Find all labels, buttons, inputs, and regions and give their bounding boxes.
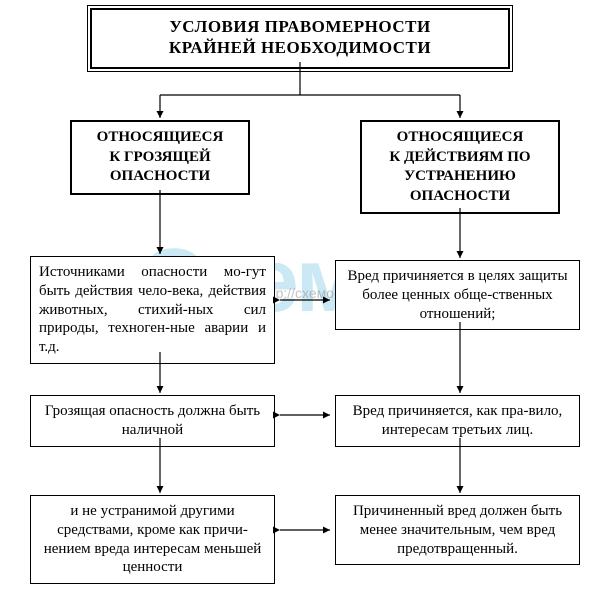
category-left: ОТНОСЯЩИЕСЯ К ГРОЗЯЩЕЙ ОПАСНОСТИ xyxy=(70,120,250,195)
cat-right-l4: ОПАСНОСТИ xyxy=(410,188,510,204)
item-left-2: Грозящая опасность должна быть наличной xyxy=(30,395,275,447)
item-left-3: и не устранимой другими средствами, кром… xyxy=(30,495,275,584)
item-left-1: Источниками опасности мо-гут быть действ… xyxy=(30,256,275,364)
cat-right-l2: К ДЕЙСТВИЯМ ПО xyxy=(389,149,530,165)
cat-left-l1: ОТНОСЯЩИЕСЯ xyxy=(97,129,224,145)
cat-left-l3: ОПАСНОСТИ xyxy=(110,168,210,184)
item-right-1: Вред причиняется в целях защиты более це… xyxy=(335,260,580,330)
cat-right-l1: ОТНОСЯЩИЕСЯ xyxy=(397,129,524,145)
category-right: ОТНОСЯЩИЕСЯ К ДЕЙСТВИЯМ ПО УСТРАНЕНИЮ ОП… xyxy=(360,120,560,214)
title-box: УСЛОВИЯ ПРАВОМЕРНОСТИ КРАЙНЕЙ НЕОБХОДИМО… xyxy=(90,8,510,69)
title-line2: КРАЙНЕЙ НЕОБХОДИМОСТИ xyxy=(169,38,431,57)
cat-right-l3: УСТРАНЕНИЮ xyxy=(404,168,516,184)
item-right-2: Вред причиняется, как пра-вило, интереса… xyxy=(335,395,580,447)
item-right-3: Причиненный вред должен быть менее значи… xyxy=(335,495,580,565)
title-line1: УСЛОВИЯ ПРАВОМЕРНОСТИ xyxy=(169,17,430,36)
cat-left-l2: К ГРОЗЯЩЕЙ xyxy=(109,149,210,165)
